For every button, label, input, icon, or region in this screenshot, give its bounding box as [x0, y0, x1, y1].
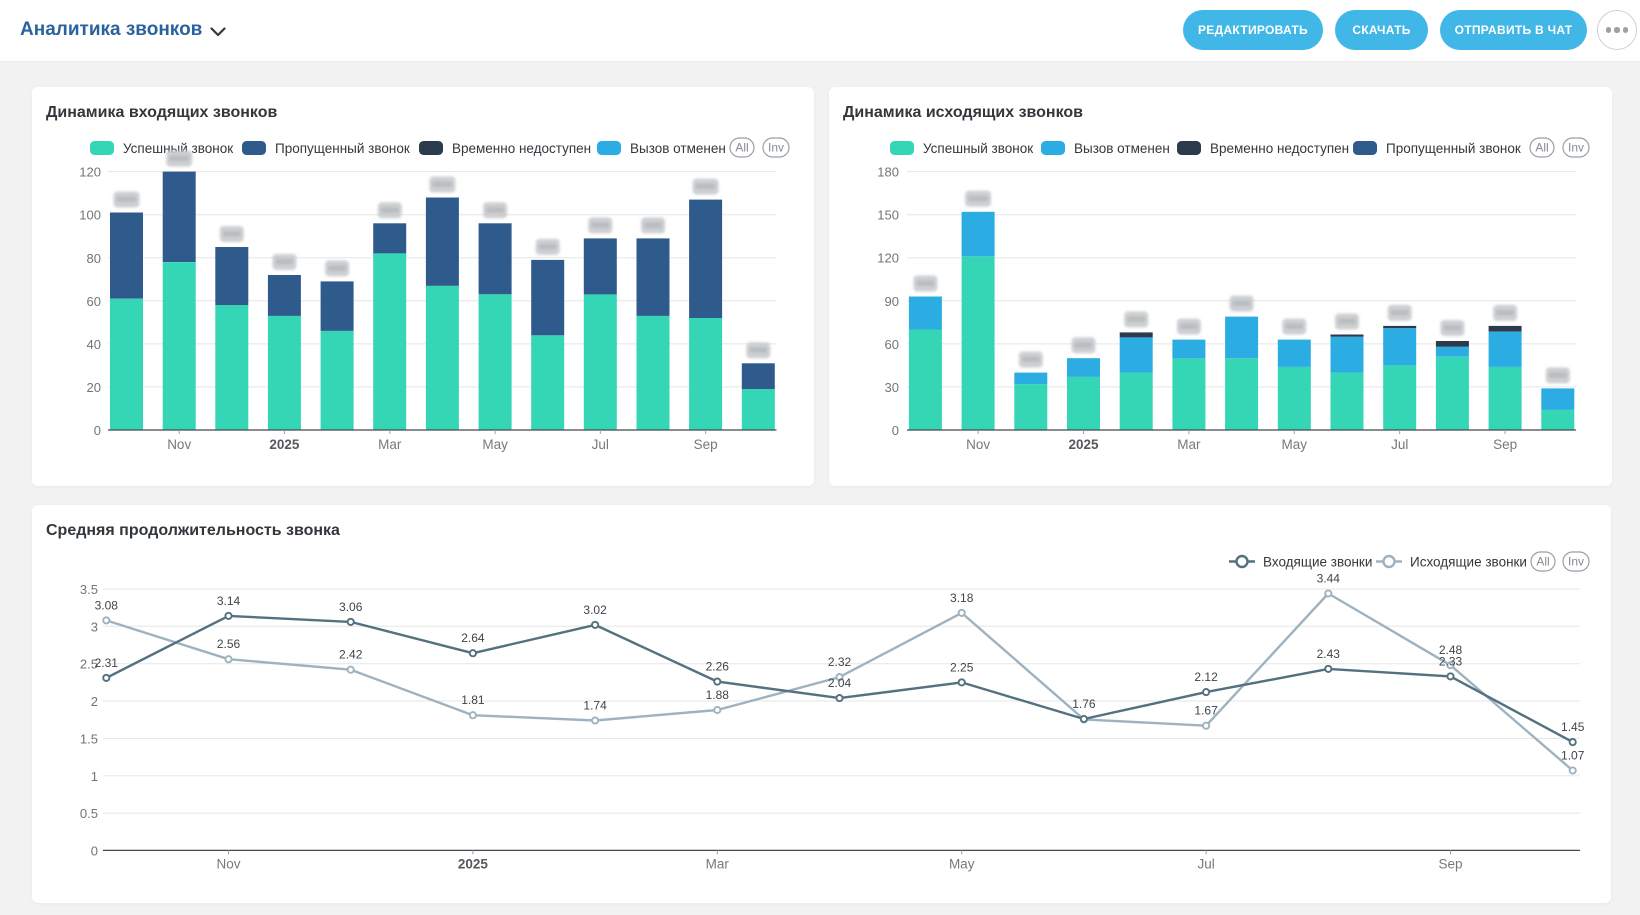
svg-text:Успешный звонок: Успешный звонок	[923, 141, 1033, 156]
svg-text:May: May	[949, 856, 975, 871]
svg-text:Inv: Inv	[1568, 555, 1584, 569]
svg-text:40: 40	[87, 337, 101, 352]
svg-text:2.43: 2.43	[1317, 647, 1341, 661]
svg-text:Nov: Nov	[966, 437, 990, 452]
svg-text:2025: 2025	[269, 437, 300, 452]
svg-text:Входящие звонки: Входящие звонки	[1263, 555, 1372, 570]
svg-text:Sep: Sep	[694, 437, 718, 452]
svg-text:Вызов отменен: Вызов отменен	[1074, 141, 1170, 156]
svg-text:1.07: 1.07	[1561, 749, 1585, 763]
svg-text:May: May	[1282, 437, 1308, 452]
svg-text:Пропущенный звонок: Пропущенный звонок	[1386, 141, 1521, 156]
svg-text:Mar: Mar	[1177, 437, 1201, 452]
svg-text:2.64: 2.64	[461, 631, 485, 645]
svg-text:3.18: 3.18	[950, 591, 974, 605]
svg-text:1.74: 1.74	[583, 699, 607, 713]
svg-text:Sep: Sep	[1438, 856, 1462, 871]
svg-text:2.5: 2.5	[80, 657, 98, 672]
svg-text:2.33: 2.33	[1439, 654, 1463, 668]
svg-text:80: 80	[87, 251, 101, 266]
svg-text:3.5: 3.5	[80, 582, 98, 597]
svg-text:May: May	[482, 437, 508, 452]
svg-text:2025: 2025	[458, 856, 489, 871]
svg-text:150: 150	[877, 208, 899, 223]
svg-text:Временно недоступен: Временно недоступен	[1210, 141, 1349, 156]
svg-text:Nov: Nov	[167, 437, 191, 452]
svg-text:2.56: 2.56	[217, 637, 241, 651]
svg-text:3.06: 3.06	[339, 600, 363, 614]
svg-text:3.02: 3.02	[583, 603, 607, 617]
svg-text:3: 3	[91, 619, 98, 634]
svg-text:Вызов отменен: Вызов отменен	[630, 141, 726, 156]
svg-text:Jul: Jul	[592, 437, 609, 452]
svg-text:2025: 2025	[1068, 437, 1099, 452]
svg-text:2.12: 2.12	[1194, 670, 1218, 684]
svg-text:2.42: 2.42	[339, 648, 363, 662]
svg-text:0: 0	[892, 423, 899, 438]
svg-text:All: All	[1536, 555, 1549, 569]
svg-text:100: 100	[79, 208, 101, 223]
svg-text:2.25: 2.25	[950, 660, 974, 674]
svg-text:20: 20	[87, 380, 101, 395]
svg-text:120: 120	[877, 251, 899, 266]
svg-text:Исходящие звонки: Исходящие звонки	[1410, 555, 1527, 570]
svg-text:2.26: 2.26	[706, 660, 730, 674]
svg-text:1.81: 1.81	[461, 693, 485, 707]
svg-text:30: 30	[885, 380, 899, 395]
svg-text:120: 120	[79, 165, 101, 180]
svg-text:90: 90	[885, 294, 899, 309]
svg-text:60: 60	[87, 294, 101, 309]
svg-text:Пропущенный звонок: Пропущенный звонок	[275, 141, 410, 156]
svg-text:All: All	[1535, 141, 1548, 155]
svg-text:2: 2	[91, 694, 98, 709]
svg-text:3.44: 3.44	[1317, 572, 1341, 586]
svg-text:0: 0	[91, 843, 98, 858]
svg-text:60: 60	[885, 337, 899, 352]
svg-text:180: 180	[877, 165, 899, 180]
svg-text:1.5: 1.5	[80, 731, 98, 746]
svg-text:Inv: Inv	[768, 141, 784, 155]
svg-text:1.45: 1.45	[1561, 720, 1585, 734]
svg-text:Jul: Jul	[1391, 437, 1408, 452]
svg-text:All: All	[735, 141, 748, 155]
svg-text:2.31: 2.31	[95, 656, 119, 670]
svg-text:1.76: 1.76	[1072, 697, 1096, 711]
svg-text:Mar: Mar	[378, 437, 402, 452]
svg-text:1: 1	[91, 769, 98, 784]
svg-text:Mar: Mar	[706, 856, 730, 871]
svg-text:Успешный звонок: Успешный звонок	[123, 141, 233, 156]
svg-text:Sep: Sep	[1493, 437, 1517, 452]
svg-text:Jul: Jul	[1197, 856, 1214, 871]
svg-text:2.04: 2.04	[828, 676, 852, 690]
svg-text:Inv: Inv	[1568, 141, 1584, 155]
svg-text:2.48: 2.48	[1439, 643, 1463, 657]
svg-text:Временно недоступен: Временно недоступен	[452, 141, 591, 156]
svg-text:2.32: 2.32	[828, 655, 852, 669]
svg-text:3.14: 3.14	[217, 594, 241, 608]
svg-text:0: 0	[94, 423, 101, 438]
svg-text:1.67: 1.67	[1194, 704, 1218, 718]
svg-text:3.08: 3.08	[95, 598, 119, 612]
svg-text:0.5: 0.5	[80, 806, 98, 821]
svg-text:Nov: Nov	[216, 856, 240, 871]
svg-text:1.88: 1.88	[706, 688, 730, 702]
